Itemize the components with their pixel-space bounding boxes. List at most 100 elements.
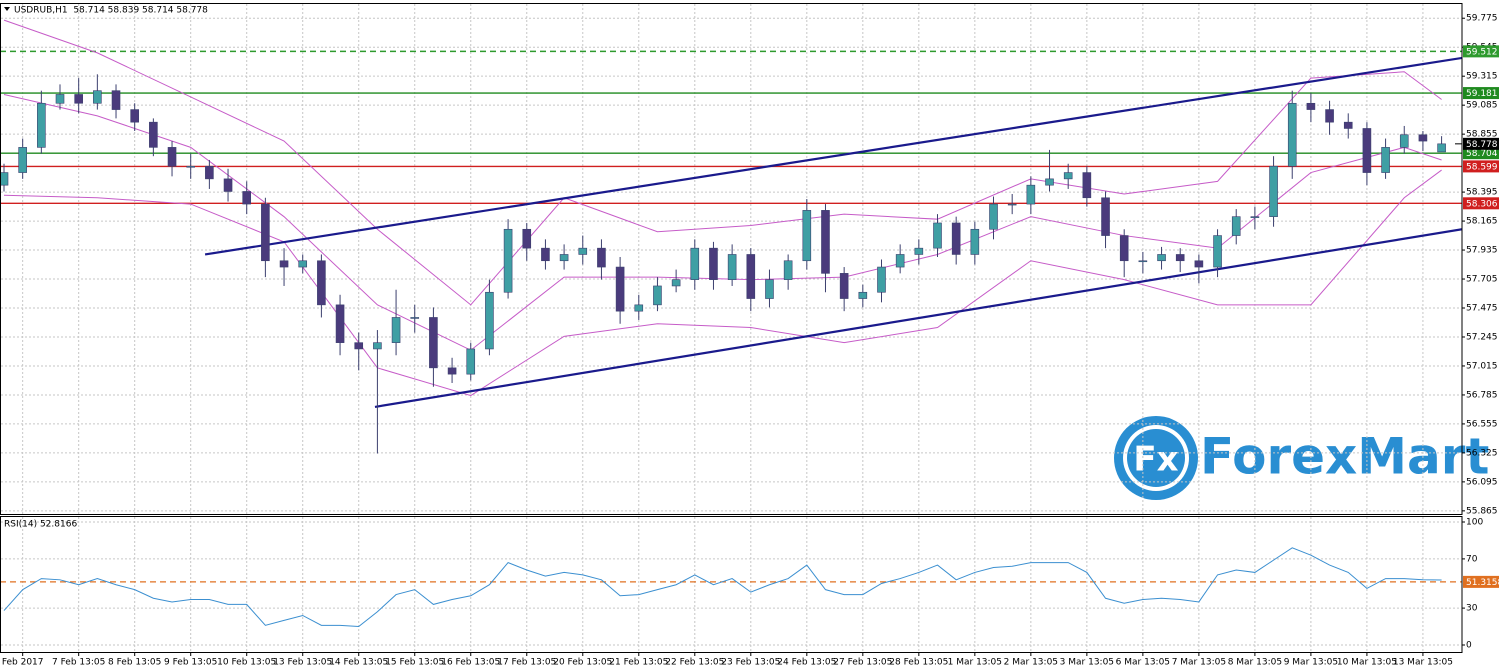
candle-body <box>1119 235 1129 262</box>
rsi-pane-frame <box>0 516 1463 653</box>
candle-body <box>634 304 644 312</box>
x-tick-label: 13 Feb 13:05 <box>273 658 332 668</box>
candle-body <box>37 102 46 148</box>
candle-body <box>279 260 289 268</box>
x-tick-label: 2 Mar 13:05 <box>1004 658 1058 668</box>
candle-body <box>709 247 718 280</box>
price-label-box <box>1463 147 1499 160</box>
candle-body <box>951 222 961 255</box>
y-tick-label: 56.555 <box>1466 419 1498 429</box>
x-tick-label: 16 Feb 13:05 <box>441 658 500 668</box>
x-tick-label: 1 Mar 13:05 <box>948 658 1002 668</box>
candle-body <box>1418 134 1428 142</box>
candle-body <box>1082 172 1092 199</box>
logo-mark: Fx <box>1133 440 1178 480</box>
grid <box>1 4 1461 652</box>
candle-body <box>1194 260 1204 268</box>
candle-body <box>895 254 905 268</box>
candle-body <box>429 317 438 369</box>
candle-body <box>373 342 382 350</box>
candle-body <box>111 90 121 110</box>
candle-body <box>1437 143 1446 153</box>
candle-body <box>410 317 420 319</box>
y-tick-label: 58.395 <box>1466 188 1498 198</box>
y-tick-label: 56.325 <box>1466 448 1498 458</box>
x-tick-label: 3 Mar 13:05 <box>1060 658 1114 668</box>
symbol-info: USDRUB,H1 58.714 58.839 58.714 58.778 <box>14 6 208 16</box>
candle-body <box>765 279 774 299</box>
candle-body <box>186 165 195 168</box>
candle-body <box>130 109 139 123</box>
candle-body <box>1213 235 1222 268</box>
candle-body <box>1007 203 1017 206</box>
candle-body <box>559 254 569 262</box>
price-pane-frame <box>0 3 1463 515</box>
y-tick-label: 55.865 <box>1466 506 1498 516</box>
y-tick-label: 56.785 <box>1466 390 1498 400</box>
x-tick-label: 7 Feb 13:05 <box>52 658 105 668</box>
candle-body <box>802 210 812 262</box>
x-tick-label: 10 Feb 13:05 <box>217 658 276 668</box>
candle-body <box>578 247 588 255</box>
price-label: 51.3158 <box>1466 578 1500 588</box>
candle-body <box>1306 102 1316 110</box>
x-tick-label: 6 Mar 13:05 <box>1116 658 1170 668</box>
candle-body <box>597 247 606 268</box>
candle-body <box>167 147 177 167</box>
price-plot <box>0 19 1462 454</box>
y-tick-label: 30 <box>1466 604 1478 614</box>
candle-body <box>690 247 700 280</box>
candle-body <box>727 254 737 280</box>
y-tick-label: 0 <box>1466 641 1472 651</box>
y-tick-label: 59.085 <box>1466 101 1498 111</box>
menu-arrow <box>4 7 10 11</box>
candle-body <box>1250 216 1260 218</box>
candle-body <box>1381 147 1390 173</box>
rsi-title: RSI(14) 52.8166 <box>4 520 77 530</box>
y-tick-label: 56.095 <box>1466 477 1498 487</box>
axes: 59.77559.54559.31559.08558.85558.39558.1… <box>2 14 1500 668</box>
candle-body <box>1362 128 1372 173</box>
logo-inner <box>1127 429 1185 487</box>
candle-body <box>877 266 886 293</box>
candle-body <box>541 247 550 262</box>
x-tick-label: 9 Feb 13:05 <box>164 658 217 668</box>
candle-body <box>1231 216 1241 236</box>
candle-body <box>1045 178 1054 186</box>
y-tick-label: 59.315 <box>1466 72 1498 82</box>
y-tick-label: 57.245 <box>1466 332 1498 342</box>
candle-body <box>18 147 27 173</box>
candle-body <box>1175 254 1185 262</box>
x-tick-label: 8 Feb 13:05 <box>108 658 161 668</box>
candle-body <box>615 266 625 312</box>
candle-body <box>242 191 252 205</box>
candle-body <box>858 291 868 299</box>
candle-body <box>1325 109 1334 123</box>
candle-body <box>914 247 924 255</box>
price-label-box <box>1463 160 1499 173</box>
candle-body <box>503 228 513 293</box>
y-tick-label: 57.015 <box>1466 361 1498 371</box>
y-tick-label: 59.775 <box>1466 14 1498 24</box>
candle-body <box>205 165 214 180</box>
logo-name: ForexMart <box>1200 428 1489 486</box>
price-label: 58.704 <box>1466 149 1498 159</box>
candle-body <box>335 304 345 343</box>
x-tick-label: 15 Feb 13:05 <box>385 658 444 668</box>
candle-body <box>485 291 494 350</box>
x-tick-label: 8 Mar 13:05 <box>1228 658 1282 668</box>
bollinger-upper <box>3 19 1442 306</box>
price-label: 58.778 <box>1466 140 1498 150</box>
candle-body <box>933 222 942 249</box>
candle-body <box>821 210 830 274</box>
price-label: 59.512 <box>1466 47 1498 57</box>
watermark: Fx ForexMart <box>1114 416 1489 500</box>
candle-body <box>1063 172 1073 180</box>
rsi-line <box>3 547 1442 628</box>
price-label-box <box>1463 197 1499 210</box>
candle-body <box>1343 121 1353 129</box>
trend-channel <box>204 56 1462 256</box>
x-tick-label: Feb 2017 <box>2 658 44 668</box>
